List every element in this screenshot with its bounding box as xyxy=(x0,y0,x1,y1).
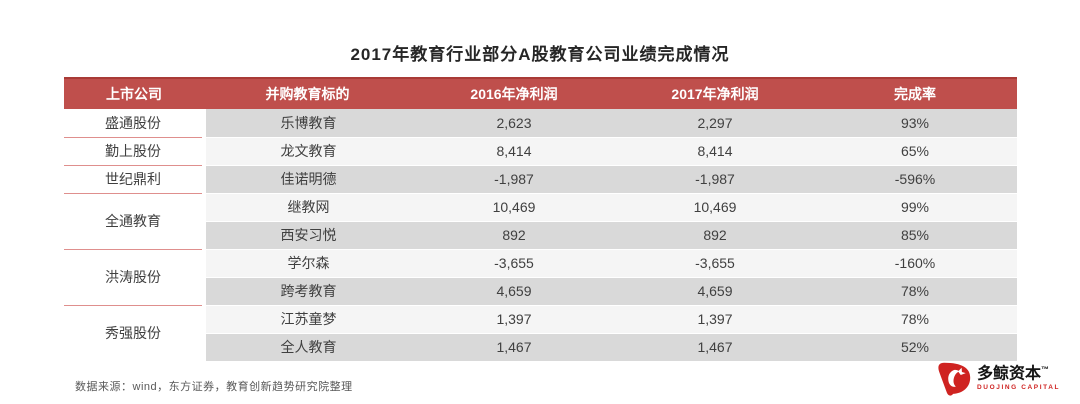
profit-2016-cell: 2,623 xyxy=(411,109,617,138)
rate-cell: -596% xyxy=(813,165,1017,194)
table-row: 秀强股份 江苏童梦 1,397 1,397 78% xyxy=(64,305,1017,361)
header-acquired-target: 并购教育标的 xyxy=(204,78,411,109)
target-cell: 佳诺明德 xyxy=(204,165,411,194)
rate-cell: -160% xyxy=(813,249,1017,278)
header-row: 上市公司 并购教育标的 2016年净利润 2017年净利润 完成率 xyxy=(64,78,1017,109)
profit-2016-cell: 1,397 xyxy=(411,305,617,334)
company-cell: 洪涛股份 xyxy=(64,249,206,306)
data-source: 数据来源：wind，东方证券，教育创新趋势研究院整理 xyxy=(75,381,353,393)
target-cell: 全人教育 xyxy=(204,333,411,361)
target-cell: 继教网 xyxy=(204,193,411,222)
logo-name: 多鲸资本™ xyxy=(977,365,1050,383)
trademark-symbol: ™ xyxy=(1041,365,1050,375)
company-cell: 世纪鼎利 xyxy=(64,165,206,194)
profit-2017-cell: -1,987 xyxy=(617,165,813,194)
profit-2017-cell: 1,467 xyxy=(617,333,813,361)
table-row: 西安习悦 892 892 85% xyxy=(64,221,1017,250)
target-cell: 江苏童梦 xyxy=(204,305,411,334)
profit-2016-cell: -3,655 xyxy=(411,249,617,278)
rate-cell: 52% xyxy=(813,333,1017,361)
table-header: 上市公司 并购教育标的 2016年净利润 2017年净利润 完成率 xyxy=(64,78,1017,109)
profit-2017-cell: -3,655 xyxy=(617,249,813,278)
header-listed-company: 上市公司 xyxy=(64,78,204,109)
company-cell: 勤上股份 xyxy=(64,137,206,166)
rate-cell: 78% xyxy=(813,305,1017,334)
target-cell: 乐博教育 xyxy=(204,109,411,138)
company-cell: 秀强股份 xyxy=(64,305,206,361)
table-row: 全人教育 1,467 1,467 52% xyxy=(64,333,1017,361)
table-row: 勤上股份 龙文教育 8,414 8,414 65% xyxy=(64,137,1017,166)
profit-2017-cell: 8,414 xyxy=(617,137,813,166)
performance-table: 上市公司 并购教育标的 2016年净利润 2017年净利润 完成率 盛通股份 乐… xyxy=(64,77,1017,361)
table-row: 跨考教育 4,659 4,659 78% xyxy=(64,277,1017,306)
header-2016-net-profit: 2016年净利润 xyxy=(411,78,617,109)
logo-subtitle: DUOJING CAPITAL xyxy=(977,384,1061,392)
profit-2017-cell: 4,659 xyxy=(617,277,813,306)
company-cell: 盛通股份 xyxy=(64,109,206,138)
rate-cell: 85% xyxy=(813,221,1017,250)
header-2017-net-profit: 2017年净利润 xyxy=(617,78,813,109)
rate-cell: 93% xyxy=(813,109,1017,138)
profit-2017-cell: 2,297 xyxy=(617,109,813,138)
table-row: 盛通股份 乐博教育 2,623 2,297 93% xyxy=(64,109,1017,138)
profit-2016-cell: 4,659 xyxy=(411,277,617,306)
profit-2016-cell: 1,467 xyxy=(411,333,617,361)
rate-cell: 99% xyxy=(813,193,1017,222)
target-cell: 西安习悦 xyxy=(204,221,411,250)
profit-2016-cell: 8,414 xyxy=(411,137,617,166)
whale-icon xyxy=(938,362,971,396)
table-row: 洪涛股份 学尔森 -3,655 -3,655 -160% xyxy=(64,249,1017,306)
profit-2016-cell: 892 xyxy=(411,221,617,250)
target-cell: 龙文教育 xyxy=(204,137,411,166)
profit-2016-cell: -1,987 xyxy=(411,165,617,194)
table-row: 全通教育 继教网 10,469 10,469 99% xyxy=(64,193,1017,250)
rate-cell: 65% xyxy=(813,137,1017,166)
rate-cell: 78% xyxy=(813,277,1017,306)
table-row: 世纪鼎利 佳诺明德 -1,987 -1,987 -596% xyxy=(64,165,1017,194)
page-title: 2017年教育行业部分A股教育公司业绩完成情况 xyxy=(350,45,730,64)
profit-2017-cell: 10,469 xyxy=(617,193,813,222)
header-completion-rate: 完成率 xyxy=(813,78,1017,109)
logo-text: 多鲸资本™ DUOJING CAPITAL xyxy=(977,366,1060,392)
profit-2016-cell: 10,469 xyxy=(411,193,617,222)
company-cell: 全通教育 xyxy=(64,193,206,250)
target-cell: 跨考教育 xyxy=(204,277,411,306)
profit-2017-cell: 1,397 xyxy=(617,305,813,334)
duojing-capital-logo: 多鲸资本™ DUOJING CAPITAL xyxy=(936,358,1066,400)
profit-2017-cell: 892 xyxy=(617,221,813,250)
target-cell: 学尔森 xyxy=(204,249,411,278)
